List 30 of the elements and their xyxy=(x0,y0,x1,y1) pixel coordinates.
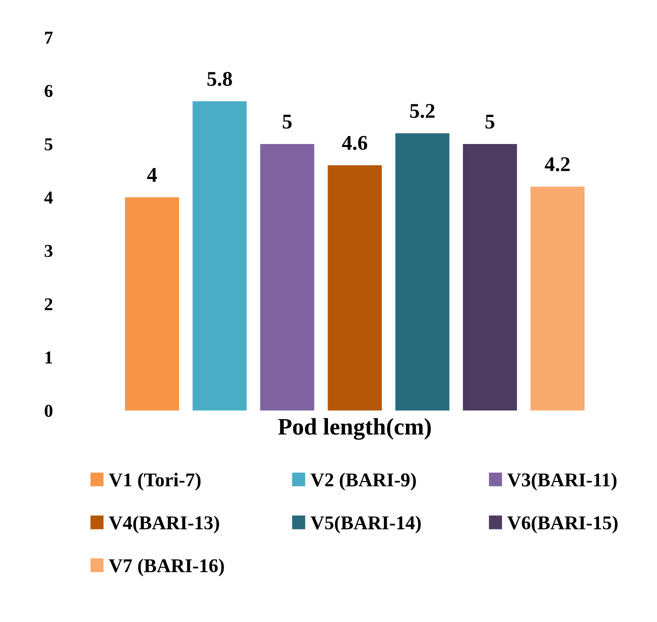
bar xyxy=(530,186,585,411)
x-axis-title: Pod length(cm) xyxy=(278,418,431,440)
data-label: 4.6 xyxy=(342,136,368,150)
y-tick-label: 1 xyxy=(46,352,52,364)
y-tick-label: 2 xyxy=(44,298,52,310)
legend-label: V1 (Tori-7) xyxy=(108,472,201,490)
y-tick-label: 6 xyxy=(44,84,53,98)
bar xyxy=(192,101,247,411)
y-tick-label: 3 xyxy=(44,244,52,258)
data-label: 5 xyxy=(486,114,494,129)
y-tick-label: 7 xyxy=(45,32,53,44)
bar xyxy=(395,133,450,411)
bar xyxy=(125,197,180,411)
y-tick-label: 0 xyxy=(44,404,52,417)
y-tick-label: 4 xyxy=(44,192,53,204)
data-label: 5.2 xyxy=(410,104,434,118)
data-label: 5.8 xyxy=(207,72,232,86)
legend-label: V3(BARI-11) xyxy=(507,472,616,490)
legend-label: V7 (BARI-16) xyxy=(108,558,224,576)
legend-label: V2 (BARI-9) xyxy=(310,472,416,490)
y-tick-label: 5 xyxy=(44,138,52,150)
legend-label: V4(BARI-13) xyxy=(108,516,220,534)
bar xyxy=(328,165,382,411)
bar xyxy=(462,144,517,411)
data-label: 5 xyxy=(282,114,292,129)
legend-label: V6(BARI-15) xyxy=(507,516,618,534)
bar xyxy=(260,144,314,411)
legend-label: V5(BARI-14) xyxy=(310,516,421,534)
data-label: 4 xyxy=(147,168,157,182)
data-label: 4.2 xyxy=(544,157,570,172)
